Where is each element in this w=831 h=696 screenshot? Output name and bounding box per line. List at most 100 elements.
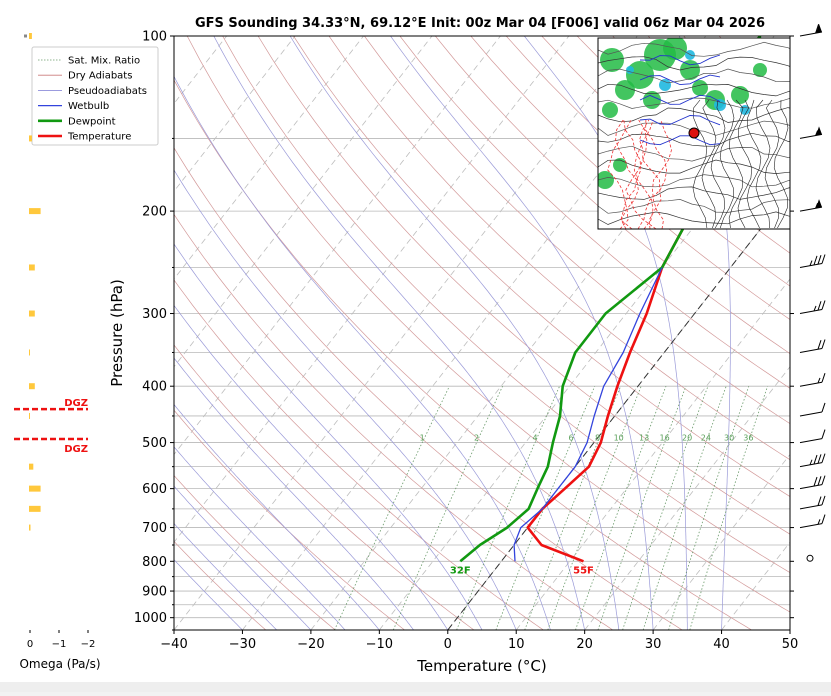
wind-barb [800, 515, 825, 528]
omega-bar [29, 33, 32, 39]
omega-bar [29, 464, 33, 470]
wind-barb [800, 199, 822, 211]
x-tick-label: −30 [229, 637, 256, 652]
x-tick-label: 50 [782, 637, 799, 652]
mixing-ratio-label: 24 [701, 434, 711, 443]
mixing-ratio-line [496, 386, 595, 630]
x-tick-label: 20 [576, 637, 593, 652]
omega-tick-label: 0 [27, 639, 33, 650]
mixing-ratio-label: 8 [595, 434, 600, 443]
y-tick-label: 200 [142, 205, 167, 220]
mixing-ratio-label: 10 [614, 434, 624, 443]
wind-barb [800, 301, 825, 314]
pseudoadiabat [77, 60, 482, 630]
location-marker [689, 128, 699, 138]
dgz-label-bottom: DGZ [64, 444, 88, 455]
y-tick-label: 1000 [134, 611, 167, 626]
omega-bar [29, 135, 32, 141]
omega-bar [29, 413, 30, 419]
legend-label: Dewpoint [68, 116, 116, 127]
wind-barb [800, 403, 825, 416]
wind-barb [800, 454, 825, 467]
pseudoadiabat [214, 36, 585, 630]
wind-barbs [800, 24, 825, 561]
mixing-ratio-label: 1 [420, 434, 425, 443]
y-tick-label: 600 [142, 482, 167, 497]
omega-bar [29, 383, 35, 389]
y-tick-label: 500 [142, 436, 167, 451]
wind-barb [800, 476, 825, 489]
x-tick-label: −40 [160, 637, 187, 652]
pseudoadiabat [0, 163, 345, 631]
x-tick-label: −20 [297, 637, 324, 652]
mixing-ratio-label: 6 [568, 434, 573, 443]
omega-bar [29, 208, 41, 214]
wind-barb [800, 430, 825, 443]
omega-tick-label: −2 [81, 639, 96, 650]
x-tick-label: 40 [713, 637, 730, 652]
legend-label: Sat. Mix. Ratio [68, 56, 140, 67]
x-tick-label: 10 [508, 637, 525, 652]
pseudoadiabat [15, 138, 379, 630]
omega-bar [29, 506, 41, 512]
mixing-ratio-line [643, 386, 726, 630]
legend: Sat. Mix. Ratio Dry Adiabats Pseudoadiabat… [32, 47, 158, 145]
omega-bar [29, 349, 30, 355]
mixing-ratio-label: 20 [682, 434, 692, 443]
mixing-ratio-label: 36 [743, 434, 753, 443]
legend-label: Pseudoadiabats [68, 86, 147, 97]
mixing-ratio-label: 13 [639, 434, 649, 443]
x-tick-label: −10 [366, 637, 393, 652]
mixing-ratio-line [576, 386, 667, 630]
omega-bar [29, 264, 35, 270]
omega-bar [29, 486, 41, 492]
omega-axis-label: Omega (Pa/s) [19, 657, 100, 671]
legend-label: Temperature [67, 132, 131, 143]
wind-barb [800, 496, 825, 509]
pseudoadiabat [154, 36, 550, 630]
y-axis-label: Pressure (hPa) [108, 279, 126, 387]
pseudoadiabat [290, 36, 619, 630]
bottom-strip [0, 682, 831, 692]
dry-adiabat [81, 36, 613, 630]
legend-label: Wetbulb [68, 101, 109, 112]
inset-map [596, 36, 800, 229]
pseudoadiabat [32, 112, 413, 630]
y-tick-label: 400 [142, 380, 167, 395]
mixing-ratio-line [690, 386, 768, 630]
surface-dewpoint-label: 32F [450, 565, 471, 576]
wind-barb [800, 24, 822, 36]
legend-label: Dry Adiabats [68, 71, 132, 82]
isotherm-line [790, 36, 831, 630]
y-tick-label: 100 [142, 30, 167, 45]
mixing-ratio-label: 30 [724, 434, 734, 443]
wind-barb [800, 126, 822, 138]
chart-title: GFS Sounding 34.33°N, 69.12°E Init: 00z … [195, 16, 765, 31]
mixing-ratio-line [393, 386, 502, 630]
mixing-ratio-label: 2 [474, 434, 479, 443]
x-tick-label: 30 [645, 637, 662, 652]
y-tick-label: 800 [142, 555, 167, 570]
calm-wind-circle [807, 555, 813, 561]
omega-bar [29, 311, 35, 317]
dgz-label-top: DGZ [64, 398, 88, 409]
mixing-ratio-line [623, 386, 708, 630]
isotherm-line [174, 36, 637, 630]
omega-tick-label: −1 [52, 639, 67, 650]
mixing-ratio-line [335, 386, 450, 630]
surface-temperature-label: 55F [573, 565, 594, 576]
wind-barb [800, 339, 825, 352]
y-tick-label: 700 [142, 521, 167, 536]
omega-bar [29, 525, 31, 531]
y-tick-label: 300 [142, 307, 167, 322]
isotherm-line [106, 36, 569, 630]
wind-barb [800, 373, 825, 386]
mixing-ratio-label: 4 [532, 434, 537, 443]
x-axis-label: Temperature (°C) [416, 657, 546, 675]
x-tick-label: 0 [444, 637, 452, 652]
wind-barb [800, 254, 825, 267]
y-tick-label: 900 [142, 585, 167, 600]
mixing-ratio-label: 16 [660, 434, 670, 443]
